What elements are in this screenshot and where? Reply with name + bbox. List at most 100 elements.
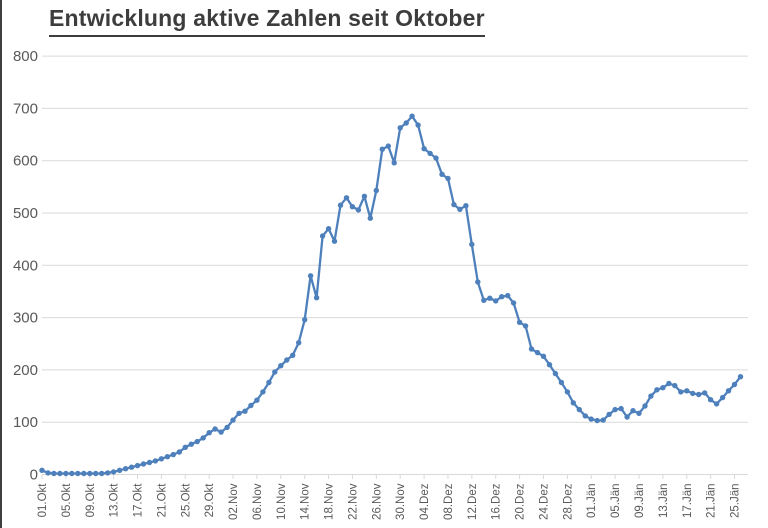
data-point-marker <box>636 410 642 416</box>
x-axis-tick-label: 26.Nov <box>371 483 383 520</box>
data-point-marker <box>254 397 260 403</box>
data-point-marker <box>337 202 344 208</box>
data-point-marker <box>164 454 171 460</box>
data-point-marker <box>457 206 463 212</box>
data-point-marker <box>51 470 57 477</box>
y-axis-tick-label: 600 <box>13 153 38 170</box>
data-point-marker <box>672 382 678 389</box>
x-axis-tick-label: 01.Jän <box>586 484 598 519</box>
data-point-marker <box>331 238 338 244</box>
data-point-marker <box>510 300 517 306</box>
data-point-marker <box>260 389 266 395</box>
data-point-marker <box>427 150 433 157</box>
y-axis-tick-label: 0 <box>30 467 38 484</box>
data-point-marker <box>534 349 541 356</box>
data-point-marker <box>588 416 594 422</box>
data-point-marker <box>194 438 200 445</box>
data-point-marker <box>606 411 612 418</box>
data-point-marker <box>696 391 702 398</box>
data-point-marker <box>463 203 469 209</box>
data-point-marker <box>505 292 511 299</box>
data-point-marker <box>212 426 218 432</box>
x-axis-tick-label: 17.Jän <box>682 484 694 519</box>
x-axis-tick-label: 24.Dez <box>538 483 550 520</box>
data-point-marker <box>272 369 278 375</box>
data-point-marker <box>516 319 523 325</box>
data-point-marker <box>499 294 505 300</box>
data-line <box>40 115 742 475</box>
data-point-marker <box>128 464 135 470</box>
data-point-marker <box>319 233 326 239</box>
data-point-marker <box>475 279 481 285</box>
data-point-marker <box>570 400 576 406</box>
data-point-marker <box>522 323 529 329</box>
x-axis-tick-label: 05.Jän <box>610 484 622 519</box>
data-point-marker <box>170 451 176 458</box>
data-point-marker <box>600 417 606 423</box>
data-point-marker <box>725 388 732 394</box>
data-point-marker <box>176 449 182 455</box>
data-point-marker <box>313 295 320 301</box>
data-point-marker <box>296 340 302 346</box>
data-point-marker <box>618 405 624 412</box>
data-point-marker <box>200 435 206 441</box>
data-point-marker <box>690 390 696 397</box>
y-axis-tick-label: 100 <box>13 414 38 431</box>
data-point-marker <box>343 195 350 201</box>
data-point-marker <box>403 120 409 126</box>
data-point-marker <box>445 175 451 182</box>
data-point-marker <box>158 456 165 462</box>
y-axis-tick-label: 400 <box>13 257 38 274</box>
data-point-marker <box>57 470 63 477</box>
x-axis-tick-label: 28.Dez <box>562 483 574 520</box>
x-axis-tick-label: 06.Nov <box>252 483 264 520</box>
data-point-marker <box>397 125 403 131</box>
data-point-marker <box>367 215 373 221</box>
data-point-marker <box>528 346 535 352</box>
data-point-marker <box>69 470 75 477</box>
x-axis-tick-label: 16.Dez <box>491 483 503 520</box>
y-axis-tick-label: 200 <box>13 362 38 379</box>
data-point-marker <box>630 408 636 414</box>
data-point-marker <box>284 357 290 363</box>
x-axis-tick-label: 13.Jän <box>658 484 670 519</box>
data-point-marker <box>110 469 117 475</box>
data-point-marker <box>433 155 439 161</box>
x-axis-tick-label: 10.Nov <box>276 483 288 520</box>
data-point-marker <box>666 380 672 387</box>
data-point-marker <box>302 317 308 323</box>
data-point-marker <box>373 187 379 194</box>
data-point-marker <box>87 470 93 477</box>
x-axis-tick-label: 01.Okt <box>37 483 49 518</box>
data-point-marker <box>99 470 105 477</box>
data-point-marker <box>140 461 147 467</box>
data-point-marker <box>719 394 726 401</box>
x-axis-tick-label: 18.Nov <box>324 483 336 520</box>
data-point-marker <box>702 390 708 396</box>
x-axis-tick-label: 17.Okt <box>133 483 145 518</box>
x-axis-tick-label: 20.Dez <box>515 483 527 520</box>
data-point-marker <box>224 424 230 431</box>
data-point-marker <box>75 470 81 477</box>
x-axis-tick-label: 30.Nov <box>395 483 407 520</box>
data-point-marker <box>582 413 588 419</box>
x-axis-tick-label: 22.Nov <box>347 483 359 520</box>
data-point-marker <box>81 470 87 477</box>
data-point-marker <box>451 201 457 208</box>
data-point-marker <box>564 389 571 395</box>
x-axis-tick-label: 29.Okt <box>204 483 216 518</box>
y-axis-tick-label: 800 <box>13 48 38 65</box>
data-point-marker <box>63 470 69 477</box>
data-point-marker <box>624 414 630 420</box>
data-point-marker <box>421 146 427 152</box>
data-point-marker <box>134 462 141 469</box>
data-point-marker <box>152 458 159 464</box>
data-point-marker <box>737 374 744 380</box>
data-point-marker <box>552 370 559 377</box>
data-point-marker <box>707 397 714 403</box>
data-point-marker <box>439 171 445 177</box>
data-point-marker <box>684 388 690 394</box>
x-axis-tick-label: 04.Dez <box>419 483 431 520</box>
data-point-marker <box>230 417 236 423</box>
